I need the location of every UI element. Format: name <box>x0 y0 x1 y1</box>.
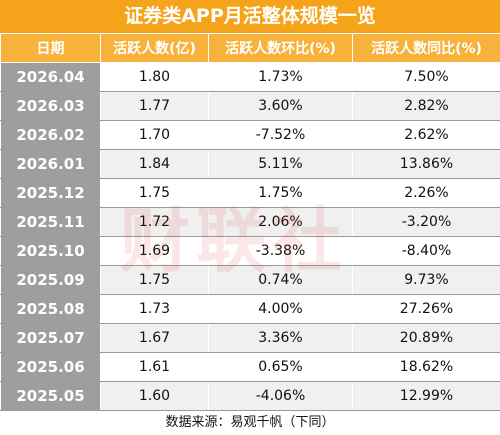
table-body: 2026.04 1.80 1.73% 7.50% 2026.03 1.77 3.60% 2.8… <box>0 62 500 411</box>
header-row: 日期 活跃人数(亿) 活跃人数环比(%) 活跃人数同比(%) <box>0 33 500 63</box>
value-cell: 2.82% <box>352 91 500 121</box>
date-cell: 2026.02 <box>0 120 101 150</box>
table-row: 2025.08 1.73 4.00% 27.26% <box>0 294 500 324</box>
value-cell: 4.00% <box>208 294 353 324</box>
value-cell: 1.80 <box>100 62 209 92</box>
table-row: 2025.11 1.72 2.06% -3.20% <box>0 207 500 237</box>
value-cell: 9.73% <box>352 265 500 295</box>
title: 证券类APP月活整体规模一览 <box>0 0 500 33</box>
date-cell: 2025.10 <box>0 236 101 266</box>
value-cell: 1.70 <box>100 120 209 150</box>
table-row: 2025.09 1.75 0.74% 9.73% <box>0 265 500 295</box>
value-cell: 2.26% <box>352 178 500 208</box>
date-cell: 2026.01 <box>0 149 101 179</box>
date-cell: 2026.03 <box>0 91 101 121</box>
value-cell: 1.61 <box>100 352 209 382</box>
value-cell: 1.77 <box>100 91 209 121</box>
header-cell: 活跃人数(亿) <box>100 33 209 63</box>
value-cell: -4.06% <box>208 381 353 411</box>
value-cell: -3.20% <box>352 207 500 237</box>
value-cell: 1.73 <box>100 294 209 324</box>
header-cell: 活跃人数环比(%) <box>208 33 353 63</box>
value-cell: 7.50% <box>352 62 500 92</box>
date-cell: 2025.06 <box>0 352 101 382</box>
date-cell: 2025.12 <box>0 178 101 208</box>
value-cell: 1.75 <box>100 178 209 208</box>
value-cell: 3.36% <box>208 323 353 353</box>
table-row: 2025.12 1.75 1.75% 2.26% <box>0 178 500 208</box>
table-row: 2026.03 1.77 3.60% 2.82% <box>0 91 500 121</box>
value-cell: 5.11% <box>208 149 353 179</box>
data-table: 日期 活跃人数(亿) 活跃人数环比(%) 活跃人数同比(%) 2026.04 1.80 1… <box>0 33 500 411</box>
header-cell: 活跃人数同比(%) <box>352 33 500 63</box>
table-row: 2026.01 1.84 5.11% 13.86% <box>0 149 500 179</box>
table-row: 2026.02 1.70 -7.52% 2.62% <box>0 120 500 150</box>
value-cell: 13.86% <box>352 149 500 179</box>
table-row: 2025.06 1.61 0.65% 18.62% <box>0 352 500 382</box>
table-row: 2025.05 1.60 -4.06% 12.99% <box>0 381 500 411</box>
value-cell: 1.73% <box>208 62 353 92</box>
value-cell: 1.75 <box>100 265 209 295</box>
header-cell: 日期 <box>0 33 101 63</box>
value-cell: 1.69 <box>100 236 209 266</box>
value-cell: 18.62% <box>352 352 500 382</box>
value-cell: 3.60% <box>208 91 353 121</box>
value-cell: 0.65% <box>208 352 353 382</box>
date-cell: 2025.09 <box>0 265 101 295</box>
date-cell: 2025.08 <box>0 294 101 324</box>
value-cell: 1.67 <box>100 323 209 353</box>
date-cell: 2025.05 <box>0 381 101 411</box>
date-cell: 2026.04 <box>0 62 101 92</box>
value-cell: 2.62% <box>352 120 500 150</box>
value-cell: -8.40% <box>352 236 500 266</box>
value-cell: 1.72 <box>100 207 209 237</box>
date-cell: 2025.11 <box>0 207 101 237</box>
source-note: 数据来源：易观千帆（下同） <box>165 415 335 430</box>
value-cell: 2.06% <box>208 207 353 237</box>
value-cell: 1.60 <box>100 381 209 411</box>
value-cell: -7.52% <box>208 120 353 150</box>
value-cell: 20.89% <box>352 323 500 353</box>
table-row: 2026.04 1.80 1.73% 7.50% <box>0 62 500 92</box>
value-cell: 1.84 <box>100 149 209 179</box>
table-row: 2025.10 1.69 -3.38% -8.40% <box>0 236 500 266</box>
value-cell: 0.74% <box>208 265 353 295</box>
value-cell: 1.75% <box>208 178 353 208</box>
table-row: 2025.07 1.67 3.36% 20.89% <box>0 323 500 353</box>
value-cell: 27.26% <box>352 294 500 324</box>
date-cell: 2025.07 <box>0 323 101 353</box>
value-cell: -3.38% <box>208 236 353 266</box>
value-cell: 12.99% <box>352 381 500 411</box>
